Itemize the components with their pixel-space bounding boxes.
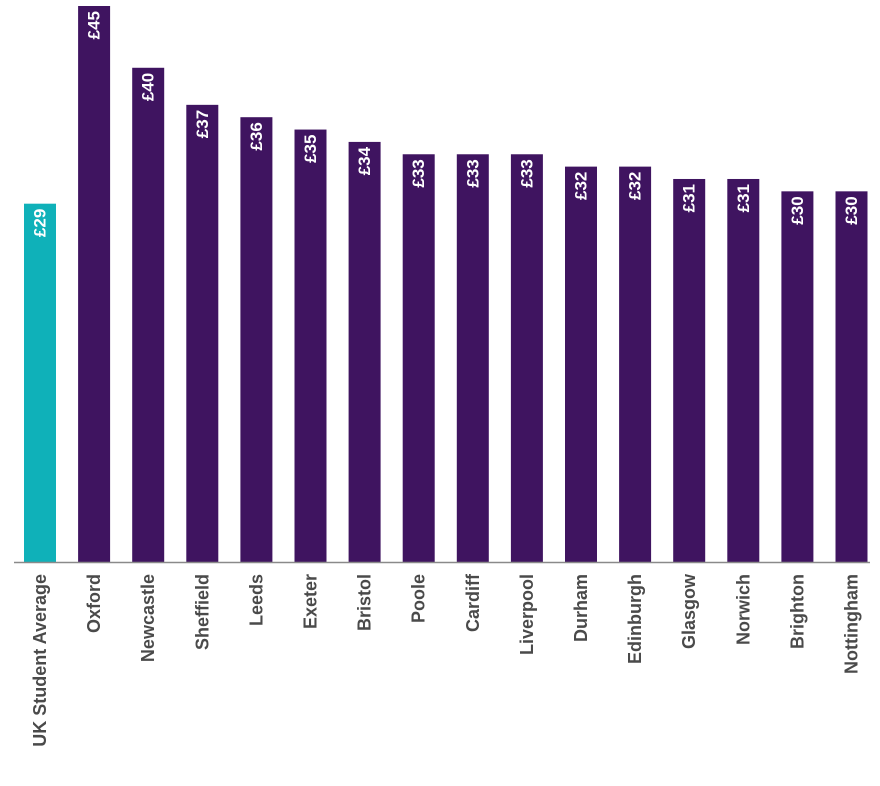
bar-durham: [565, 166, 597, 562]
value-label: £30: [788, 196, 807, 224]
category-label: Newcastle: [138, 574, 158, 662]
value-label: £33: [517, 159, 536, 187]
category-label: Sheffield: [192, 574, 212, 650]
bar-oxford: [78, 6, 111, 562]
category-label: Cardiff: [463, 573, 483, 632]
bar-newcastle: [132, 67, 165, 563]
category-label: Brighton: [787, 574, 807, 649]
category-label: Edinburgh: [625, 574, 645, 664]
category-label: Exeter: [301, 574, 321, 629]
category-label: Leeds: [246, 574, 266, 626]
value-label: £29: [31, 209, 50, 237]
category-label: Nottingham: [842, 574, 862, 674]
value-label: £35: [301, 135, 320, 163]
value-label: £31: [734, 184, 753, 212]
bar-cardiff: [456, 154, 489, 562]
value-label: £33: [409, 159, 428, 187]
category-label: Poole: [409, 574, 429, 623]
bar-exeter: [294, 129, 327, 563]
category-label: Norwich: [733, 574, 753, 645]
value-label: £31: [680, 184, 699, 212]
bar-edinburgh: [619, 166, 652, 562]
category-labels-group: UK Student Average Oxford Newcastle Sheffie…: [30, 573, 862, 747]
bars-group: £29 £45 £40 £37 £36 £35 £34 £33 £33 £33 £32 £32 £31 £…: [24, 6, 868, 563]
bar-poole: [402, 154, 435, 562]
value-label: £30: [842, 196, 861, 224]
bar-liverpool: [510, 154, 543, 562]
bar-bristol: [348, 141, 381, 562]
value-label: £40: [139, 73, 158, 101]
bar-norwich: [727, 178, 760, 562]
category-label: Liverpool: [517, 574, 537, 655]
value-label: £37: [193, 110, 212, 138]
category-label: Durham: [571, 574, 591, 642]
value-label: £32: [572, 172, 591, 200]
category-label: Oxford: [84, 574, 104, 633]
bar-sheffield: [186, 104, 219, 562]
category-label: Glasgow: [679, 573, 699, 649]
value-label: £32: [626, 172, 645, 200]
value-label: £34: [355, 146, 374, 175]
category-label: Bristol: [355, 574, 375, 631]
value-label: £45: [85, 11, 104, 39]
bar-brighton: [781, 191, 814, 563]
value-label: £36: [247, 122, 266, 150]
bar-leeds: [240, 117, 273, 562]
bar-uk-student-average: [24, 203, 56, 562]
value-label: £33: [463, 159, 482, 187]
bar-nottingham: [835, 191, 868, 563]
bar-glasgow: [673, 178, 706, 562]
category-label: UK Student Average: [30, 574, 50, 747]
